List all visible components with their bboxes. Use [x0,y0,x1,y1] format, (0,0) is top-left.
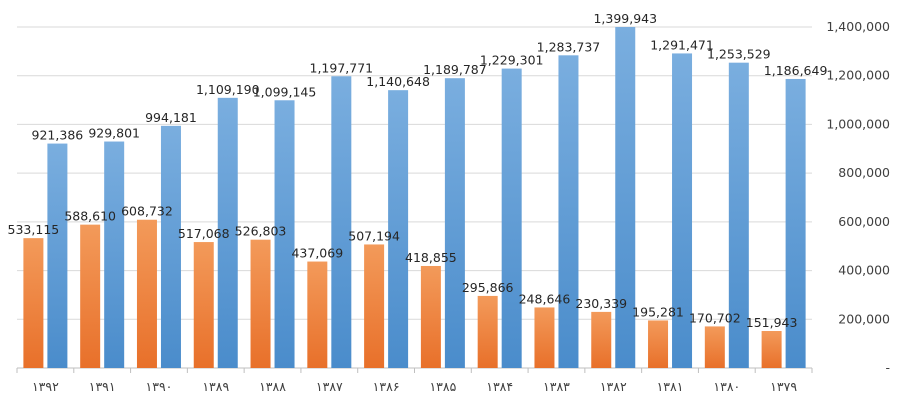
y-tick-label: 600,000 [838,214,890,229]
bar-blue [728,62,749,369]
bars-group [23,27,806,369]
bar-orange [364,244,385,368]
data-label: 295,866 [462,280,514,295]
x-tick-label: ۱۳۸۴ [486,379,513,394]
data-label: 507,194 [348,228,400,243]
x-tick-label: ۱۳۸۸ [259,379,286,394]
x-tick-label: ۱۳۷۹ [770,379,797,394]
bar-orange [761,330,782,368]
bar-orange [307,261,328,368]
x-tick-label: ۱۳۸۱ [657,379,684,394]
data-label: 517,068 [178,226,230,241]
data-label: 418,855 [405,250,457,265]
data-label: 921,386 [32,128,84,143]
data-label: 994,181 [145,110,197,125]
data-labels-group: 533,115 921,386 588,610 929,801 608,732 994,1… [8,11,828,330]
x-tick-label: ۱۳۸۹ [202,379,229,394]
data-label: 1,189,787 [423,62,487,77]
bar-orange [591,311,612,368]
bar-blue [217,97,238,368]
x-tick-label: ۱۳۹۰ [146,379,173,394]
bar-blue [331,76,352,369]
bar-orange [23,238,44,368]
data-label: 437,069 [291,246,343,261]
x-tick-label: ۱۳۸۷ [316,379,343,394]
data-label: 1,399,943 [593,11,657,26]
data-label: 929,801 [88,126,140,141]
data-label: 1,253,529 [707,47,771,62]
bar-blue [160,125,181,368]
data-label: 248,646 [519,291,571,306]
bar-blue [501,68,522,369]
data-label: 1,197,771 [310,60,374,75]
bar-blue [785,78,806,368]
y-tick-label: 400,000 [838,263,890,278]
bar-orange [477,295,498,368]
data-label: 1,099,145 [253,84,317,99]
bar-blue [444,78,465,369]
data-label: 608,732 [121,204,173,219]
x-tick-label: ۱۳۸۵ [429,379,456,394]
data-label: 526,803 [235,224,287,239]
bar-blue [47,143,68,368]
data-label: 1,140,648 [366,74,430,89]
bar-orange [648,320,669,368]
data-label: 170,702 [689,310,741,325]
x-tick-label: ۱۳۸۰ [713,379,740,394]
y-tick-label: 200,000 [838,311,890,326]
x-tick-label: ۱۳۹۲ [32,379,59,394]
data-label: 1,186,649 [764,63,828,78]
bar-blue [558,55,579,368]
y-tick-label: - [885,360,890,375]
bar-blue [615,27,636,368]
data-label: 588,610 [64,209,116,224]
bar-blue [274,100,295,369]
bar-orange [420,265,441,368]
y-tick-label: 1,200,000 [826,68,890,83]
bar-orange [534,307,555,368]
x-tick-label: ۱۳۸۳ [543,379,570,394]
bar-blue [672,53,693,368]
bar-blue [104,141,125,368]
bar-orange [80,224,101,368]
y-tick-label: 1,000,000 [826,116,890,131]
data-label: 1,229,301 [480,53,544,68]
bar-orange [193,242,214,368]
x-tick-label: ۱۳۸۶ [373,379,400,394]
data-label: 533,115 [8,222,60,237]
bar-orange [136,219,157,368]
x-axis-tick-labels: ۱۳۹۲ ۱۳۹۱ ۱۳۹۰ ۱۳۸۹ ۱۳۸۸ ۱۳۸۷ ۱۳۸۶ ۱۳۸۵ ۱۳۸۴ ۱۳۸۳… [32,379,797,394]
bar-orange [704,326,725,368]
y-axis-tick-labels: - 200,000 400,000 600,000 800,000 1,000,000 1,… [826,19,890,375]
data-label: 1,291,471 [650,37,714,52]
bar-blue [388,90,409,368]
data-label: 1,109,190 [196,82,260,97]
data-label: 230,339 [575,296,627,311]
y-tick-label: 1,400,000 [826,19,890,34]
bar-orange [250,239,271,368]
data-label: 195,281 [632,304,684,319]
data-label: 1,283,737 [537,39,601,54]
data-label: 151,943 [746,315,798,330]
x-tick-label: ۱۳۹۱ [89,379,116,394]
x-tick-label: ۱۳۸۲ [600,379,627,394]
y-tick-label: 800,000 [838,165,890,180]
